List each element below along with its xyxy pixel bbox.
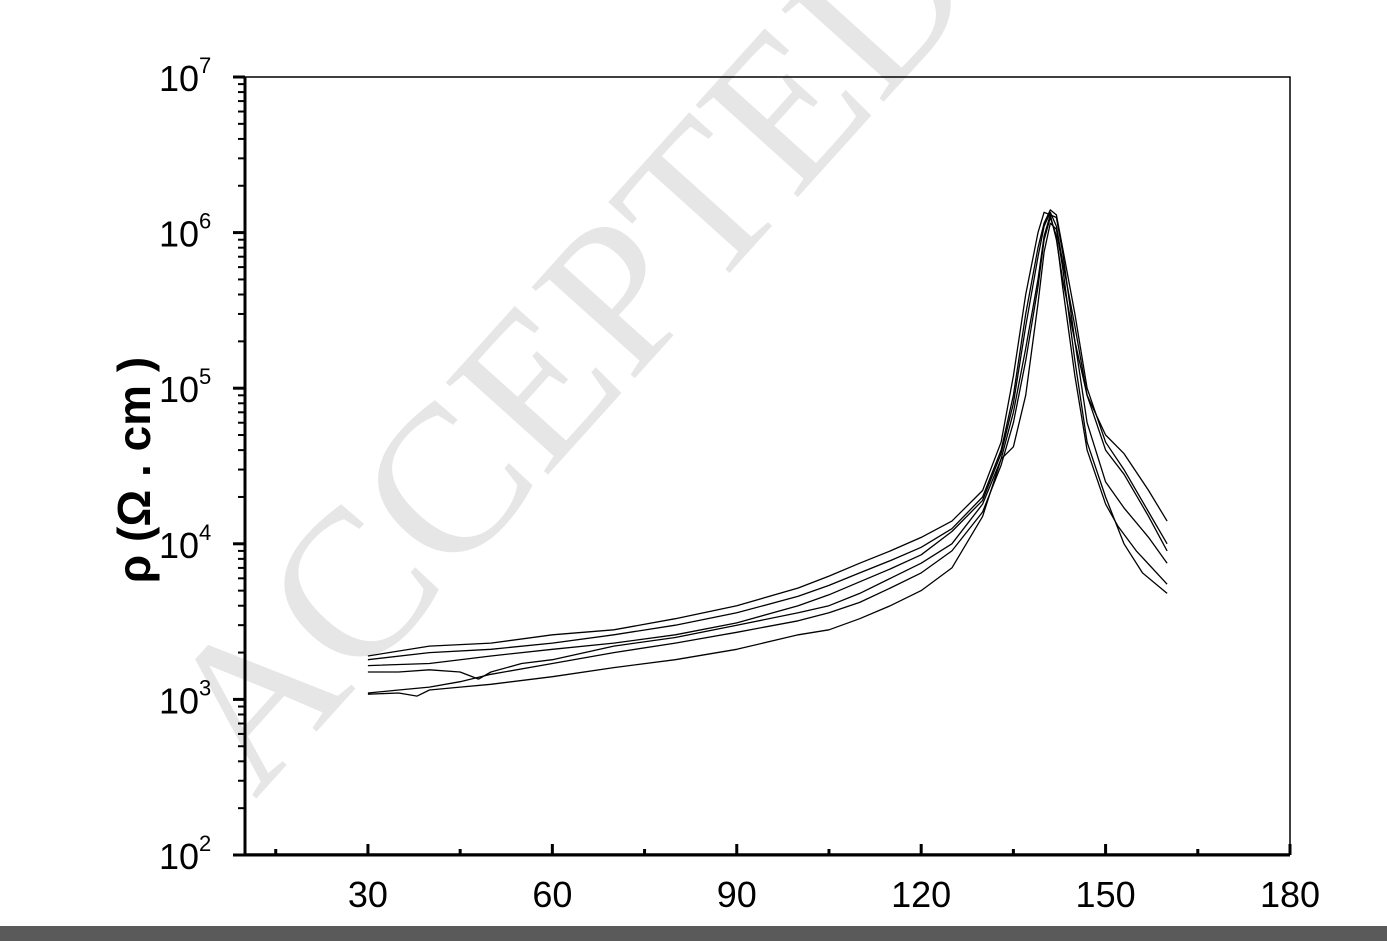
series-line-6 (367, 222, 1168, 697)
series-line-2 (367, 209, 1168, 661)
x-tick-label: 30 (348, 874, 388, 915)
x-tick-label: 60 (532, 874, 572, 915)
y-tick-label: 10 (159, 525, 199, 566)
y-tick-exponent: 3 (199, 675, 211, 700)
y-tick-exponent: 7 (199, 53, 211, 78)
series-layer (367, 209, 1168, 697)
x-axis-ticks: 30 60 90 120 150 180 (274, 844, 1320, 915)
y-tick-label: 10 (159, 680, 199, 721)
y-tick-exponent: 6 (199, 209, 211, 234)
x-tick-label: 120 (891, 874, 951, 915)
watermark-text: ACCEPTED MA (117, 0, 1277, 831)
y-tick-exponent: 4 (199, 520, 211, 545)
series-line-1 (367, 211, 1168, 657)
series-line-3 (367, 211, 1168, 667)
series-line-5 (367, 216, 1168, 694)
y-tick-exponent: 5 (199, 364, 211, 389)
x-tick-label: 90 (717, 874, 757, 915)
y-tick-label: 10 (159, 369, 199, 410)
y-tick-label: 10 (159, 58, 199, 99)
y-axis-title: ρ (Ω . cm ) (108, 357, 160, 583)
series-line-4 (367, 214, 1168, 680)
x-tick-label: 150 (1076, 874, 1136, 915)
y-tick-label: 10 (159, 214, 199, 255)
footer-bar (0, 926, 1387, 941)
y-tick-label: 10 (159, 836, 199, 877)
x-tick-label: 180 (1260, 874, 1320, 915)
y-tick-exponent: 2 (199, 831, 211, 856)
